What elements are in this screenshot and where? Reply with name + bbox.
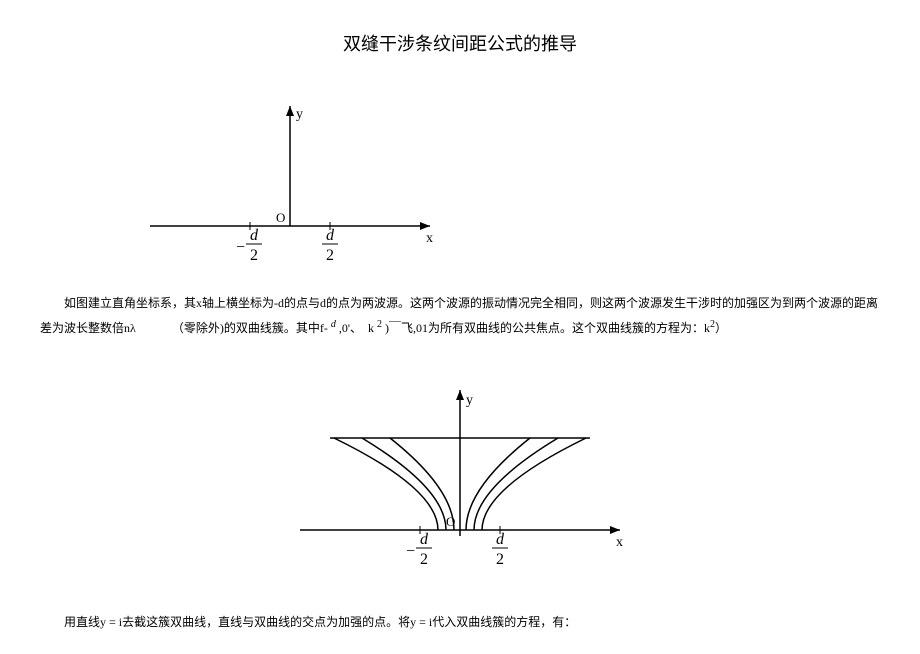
- p1b-text: 差为波长整数倍nλ: [40, 321, 136, 335]
- page-title: 双缝干涉条纹间距公式的推导: [40, 30, 880, 56]
- p2-text: 用直线y = i去截这簇双曲线，直线与双曲线的交点为加强的点。将y = i代入双…: [64, 615, 576, 629]
- svg-text:d: d: [496, 531, 505, 548]
- figure-2: yxO−d2d2: [40, 380, 880, 580]
- svg-text:y: y: [466, 393, 473, 408]
- svg-text:x: x: [616, 535, 623, 550]
- svg-text:y: y: [296, 107, 303, 122]
- figure-1: yxO−d2d2: [140, 86, 880, 271]
- svg-text:2: 2: [496, 551, 504, 568]
- p1a-text: 如图建立直角坐标系，其x轴上横坐标为-d的点与d的点为两波源。这两个波源的振动情…: [64, 296, 878, 310]
- svg-text:d: d: [420, 531, 429, 548]
- sup-d: d: [331, 319, 336, 330]
- svg-text:2: 2: [420, 551, 428, 568]
- svg-text:x: x: [426, 231, 433, 246]
- svg-text:2: 2: [250, 247, 258, 264]
- svg-text:d: d: [250, 227, 259, 244]
- paragraph-1-line-1: 如图建立直角坐标系，其x轴上横坐标为-d的点与d的点为两波源。这两个波源的振动情…: [40, 291, 880, 315]
- p1c-text: （零除外)的双曲线簇。其中f- d ,0'、 k 2 )￣飞,01为所有双曲线的…: [172, 321, 727, 335]
- svg-text:2: 2: [326, 247, 334, 264]
- svg-text:d: d: [326, 227, 335, 244]
- paragraph-2: 用直线y = i去截这簇双曲线，直线与双曲线的交点为加强的点。将y = i代入双…: [40, 610, 880, 634]
- svg-text:O: O: [276, 210, 285, 225]
- svg-text:−: −: [406, 543, 415, 560]
- paragraph-1-line-2: 差为波长整数倍nλ （零除外)的双曲线簇。其中f- d ,0'、 k 2 )￣飞…: [40, 315, 880, 340]
- svg-text:−: −: [236, 239, 245, 256]
